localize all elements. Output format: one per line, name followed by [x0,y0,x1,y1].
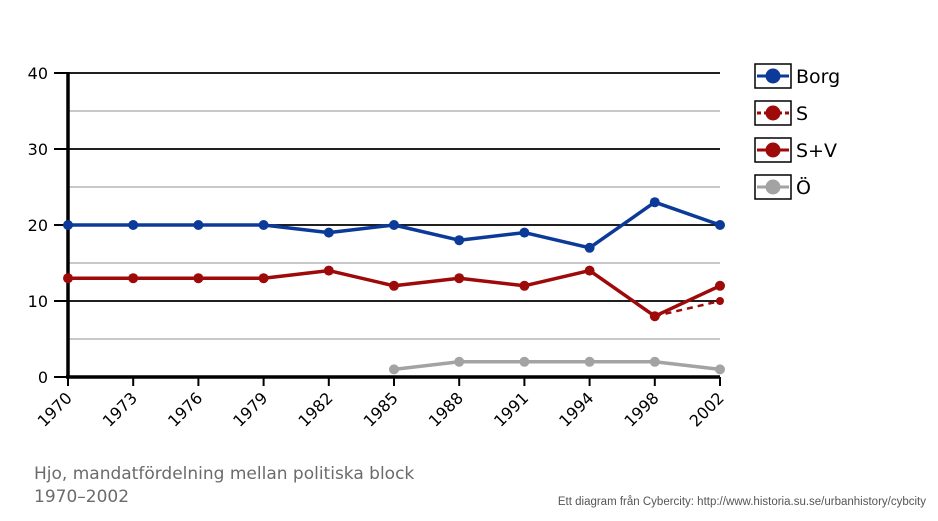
x-tick-label: 1991 [490,388,532,430]
x-tick-label: 1979 [229,388,271,430]
y-tick-label: 40 [28,64,48,83]
data-point-s-v [389,280,399,291]
data-point-borg [715,220,725,230]
legend-marker-s-v [765,142,781,158]
legend-label-s-v: S+V [796,140,837,162]
data-point-s-v [258,273,269,284]
data-point-borg [584,242,595,253]
legend-marker-borg [765,68,781,84]
series-line-s [654,299,721,318]
x-tick-label: 1976 [164,388,206,430]
x-axis-ticks: 1970 1973 1976 1979 1982 1985 1988 1991 1994 1998… [34,377,728,431]
y-axis-ticks: 0 10 20 30 40 [28,64,68,387]
data-point-o [715,364,725,375]
legend: Borg S S+V Ö [754,63,840,200]
series-line-o [393,360,721,372]
x-tick-label: 2002 [686,388,728,430]
chart-credit: Ett diagram från Cybercity: http://www.h… [557,496,926,508]
data-point-s-v [323,265,334,276]
legend-label-borg: Borg [796,66,840,88]
legend-marker-o [765,179,781,195]
data-point-s-v [649,311,660,322]
data-point-s-v [193,273,204,284]
x-tick-label: 1998 [620,388,662,430]
data-point-o [649,356,660,367]
y-tick-label: 10 [28,292,48,311]
data-point-borg [519,227,530,238]
data-point-borg [193,220,204,230]
data-point-borg [389,220,399,230]
y-tick-label: 30 [28,140,48,159]
data-point-borg [63,220,73,230]
data-point-o [584,356,595,367]
x-tick-label: 1970 [34,388,76,430]
chart-caption: Hjo, mandatfördelning mellan politiska b… [34,464,415,507]
series-line-s-v [68,268,721,318]
data-point-borg [128,220,139,230]
x-tick-label: 1994 [555,388,597,430]
data-point-s-v [128,273,139,284]
series-lines [63,197,725,375]
data-point-s [716,297,724,305]
data-point-s-v [715,280,725,291]
x-tick-label: 1988 [425,388,467,430]
grid-lines [68,72,720,340]
x-tick-label: 1973 [99,388,141,430]
data-point-o [389,364,399,375]
y-tick-label: 0 [38,368,48,387]
x-tick-label: 1985 [360,388,402,430]
data-point-o [519,356,530,367]
legend-marker-s [765,105,781,121]
data-point-s-v [454,273,465,284]
legend-label-s: S [796,103,808,125]
data-point-borg [323,227,334,238]
data-point-s-v [63,273,73,284]
data-point-s-v [584,265,595,276]
data-point-borg [649,197,660,208]
x-tick-label: 1982 [294,388,336,430]
data-point-borg [454,235,465,246]
legend-label-o: Ö [796,176,811,199]
data-point-s-v [519,280,530,291]
y-tick-label: 20 [28,216,48,235]
data-point-o [454,356,465,367]
data-point-borg [258,220,269,230]
